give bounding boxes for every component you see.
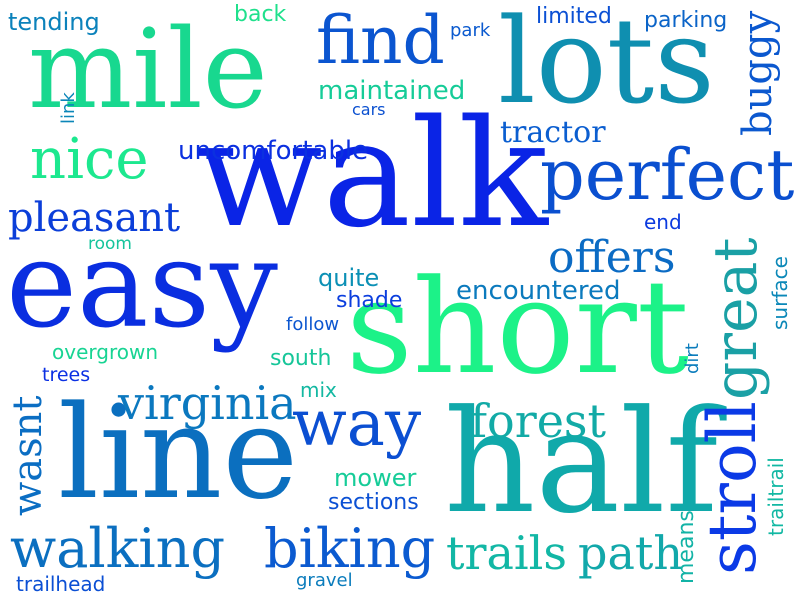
word-lots: lots	[498, 0, 715, 130]
word-trees: trees	[42, 364, 91, 386]
word-virginia: virginia	[118, 376, 297, 430]
word-wasnt: wasnt	[5, 395, 51, 516]
word-mix: mix	[300, 378, 337, 402]
word-great: great	[701, 237, 771, 400]
word-dirt: dirt	[682, 343, 703, 374]
word-link: link	[58, 92, 79, 124]
word-encountered: encountered	[456, 276, 621, 306]
word-overgrown: overgrown	[52, 340, 158, 364]
word-mile: mile	[28, 5, 268, 133]
word-pleasant: pleasant	[8, 195, 181, 241]
word-short: short	[346, 251, 690, 403]
word-park: park	[450, 20, 491, 41]
word-walking: walking	[10, 517, 226, 580]
word-shade: shade	[336, 288, 403, 313]
word-tending: tending	[8, 8, 100, 36]
word-limited: limited	[536, 4, 612, 29]
word-walk: walk	[196, 88, 548, 260]
word-perfect: perfect	[540, 134, 795, 216]
word-back: back	[234, 2, 287, 27]
word-mower: mower	[334, 464, 417, 492]
word-gravel: gravel	[296, 570, 353, 591]
word-easy: easy	[6, 216, 278, 355]
word-sections: sections	[328, 490, 419, 515]
word-buggy: buggy	[735, 10, 781, 136]
word-quite: quite	[318, 264, 380, 292]
word-means: means	[674, 510, 699, 584]
word-half: half	[444, 380, 719, 545]
word-uncomfortable: uncomfortable	[178, 136, 369, 166]
word-biking: biking	[264, 517, 436, 580]
word-forest: forest	[470, 394, 607, 448]
word-parking: parking	[644, 8, 728, 33]
word-trailtrail: trailtrail	[764, 457, 788, 536]
word-cars: cars	[352, 100, 386, 119]
word-line: line	[58, 379, 299, 528]
word-trailhead: trailhead	[16, 572, 106, 596]
word-tractor: tractor	[500, 115, 606, 150]
word-follow: follow	[286, 314, 340, 335]
word-way: way	[292, 387, 422, 461]
word-find: find	[316, 2, 445, 79]
word-stroll: stroll	[694, 401, 771, 575]
word-trails: trails	[446, 526, 567, 580]
word-offers: offers	[548, 232, 676, 283]
word-maintained: maintained	[318, 76, 466, 106]
word-end: end	[644, 210, 682, 234]
word-nice: nice	[30, 127, 149, 192]
word-south: south	[270, 346, 332, 371]
word-room: room	[88, 234, 132, 254]
word-surface: surface	[768, 256, 792, 330]
word-path: path	[578, 526, 683, 580]
